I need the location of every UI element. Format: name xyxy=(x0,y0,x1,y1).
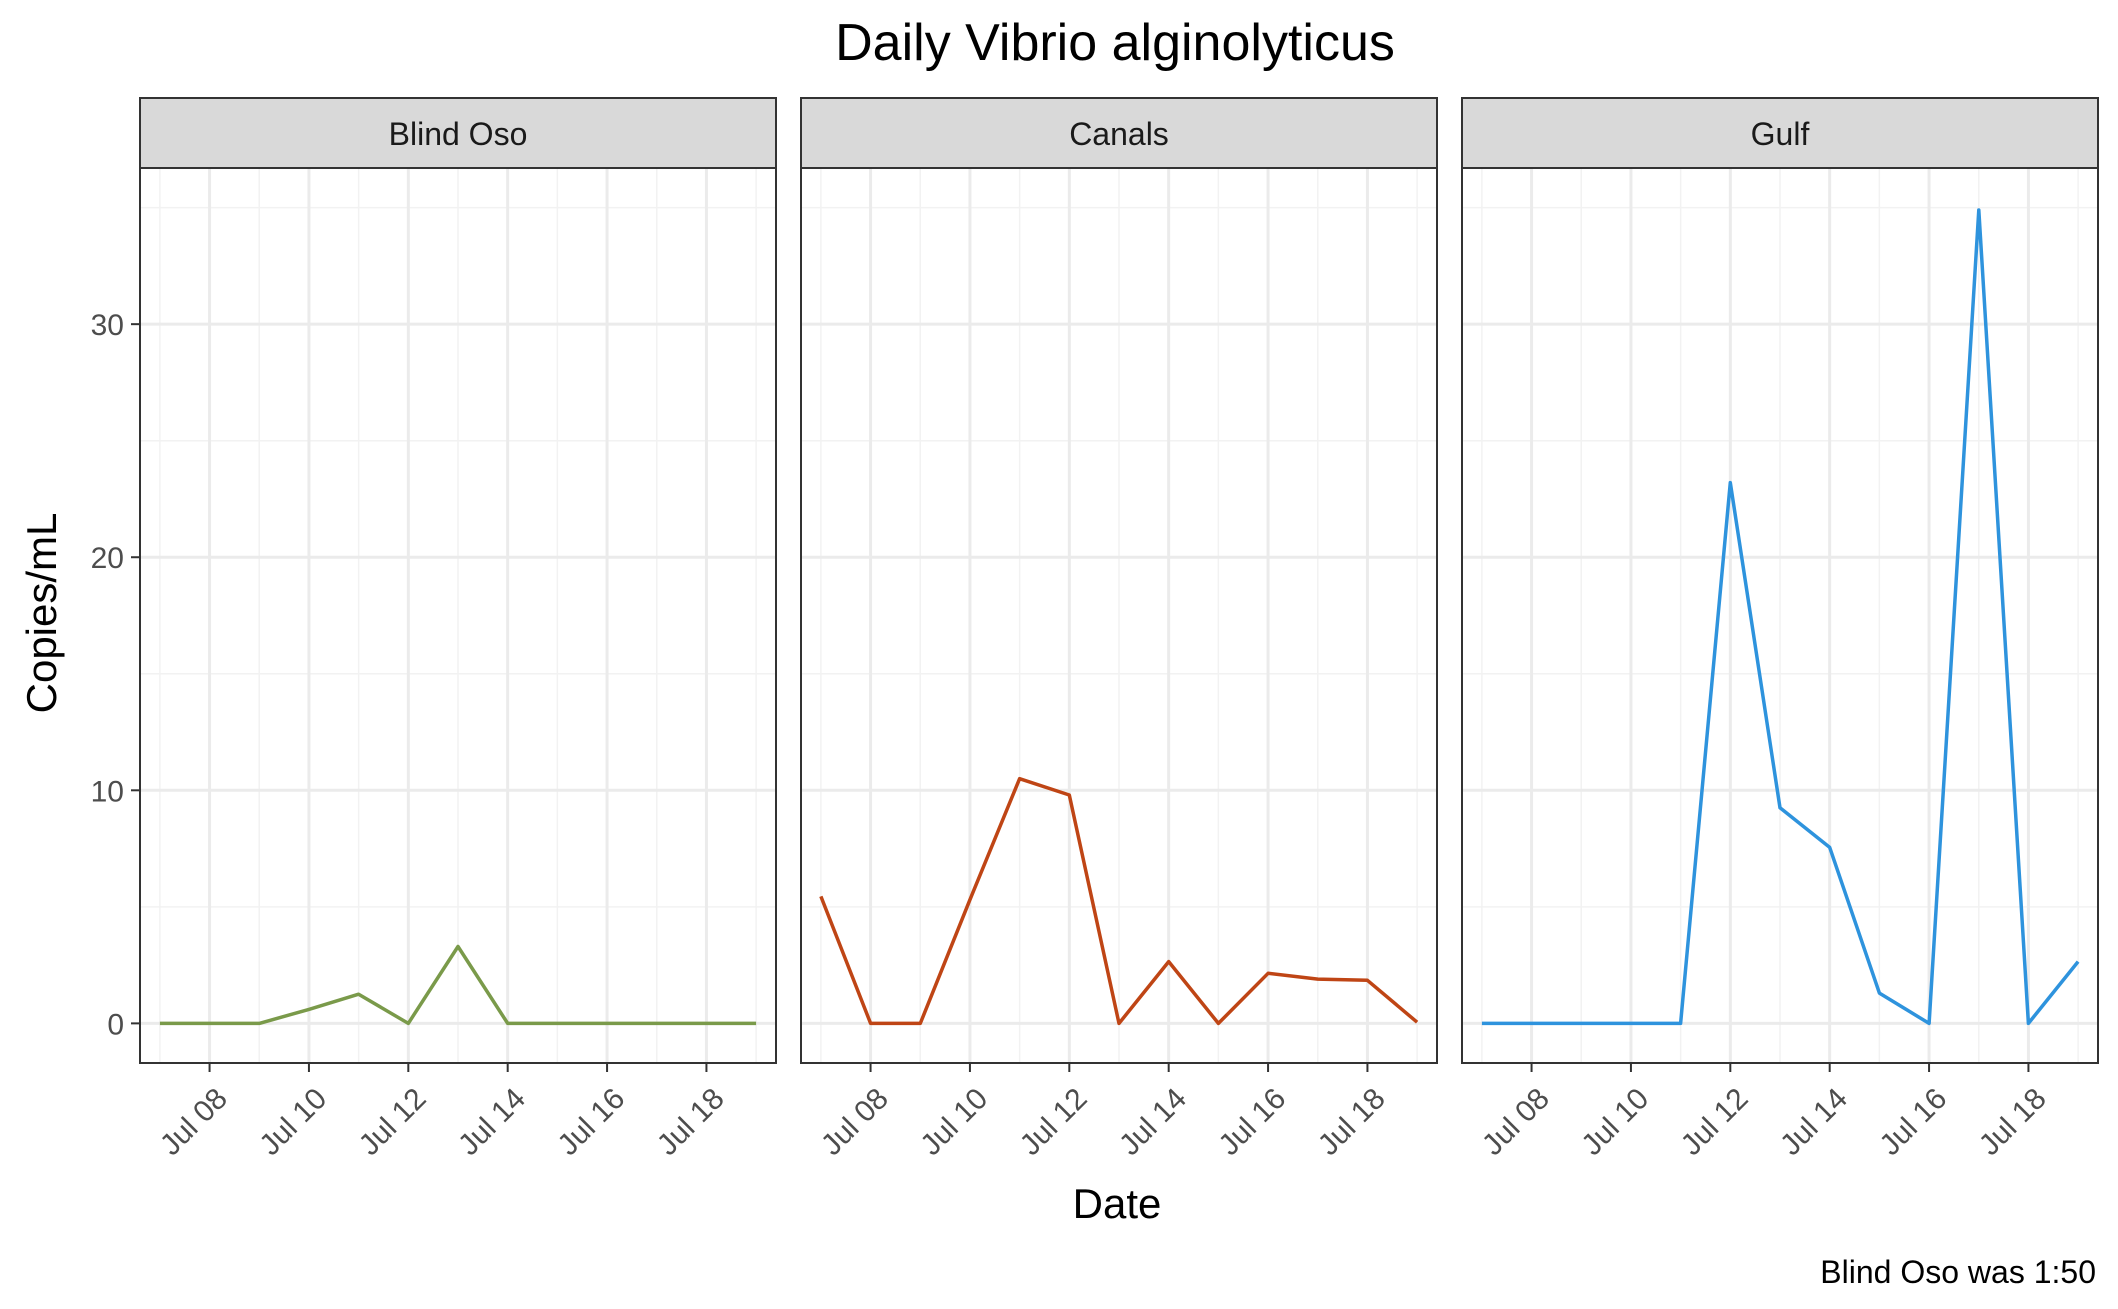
facet-strip-label: Canals xyxy=(1069,116,1169,152)
x-tick-label: Jul 10 xyxy=(1575,1082,1655,1162)
series-line xyxy=(1481,208,2080,1026)
x-tick-label: Jul 12 xyxy=(1014,1082,1094,1162)
x-tick-label: Jul 16 xyxy=(551,1082,631,1162)
chart-caption: Blind Oso was 1:50 xyxy=(1820,1254,2096,1290)
x-tick-label: Jul 08 xyxy=(815,1082,895,1162)
series-line xyxy=(819,776,1419,1026)
facet-panel-blind-oso: Blind Oso Jul 08 Jul 10 Jul 12 Jul 14 Jul 16 J… xyxy=(91,97,777,1162)
chart-title: Daily Vibrio alginolyticus xyxy=(835,14,1395,72)
facet-panel-gulf: Gulf Jul 08 Jul 10 Jul 12 Jul 14 Jul 16 Jul 18 xyxy=(1461,97,2099,1162)
x-tick-label: Jul 12 xyxy=(1675,1082,1755,1162)
x-tick-label: Jul 18 xyxy=(1312,1082,1392,1162)
x-tick-label: Jul 14 xyxy=(452,1082,532,1162)
y-tick-label: 0 xyxy=(107,1008,124,1041)
x-tick-label: Jul 10 xyxy=(253,1082,333,1162)
x-tick-label: Jul 12 xyxy=(353,1082,433,1162)
facet-strip xyxy=(800,97,1438,169)
facet-panel-canals: Canals Jul 08 Jul 10 Jul 12 Jul 14 Jul 16 Jul … xyxy=(800,97,1438,1162)
facet-strip-label: Gulf xyxy=(1751,116,1810,152)
x-tick-label: Jul 08 xyxy=(154,1082,234,1162)
x-tick-label: Jul 10 xyxy=(914,1082,994,1162)
x-tick-label: Jul 18 xyxy=(1973,1082,2053,1162)
x-axis-title: Date xyxy=(1073,1180,1162,1227)
x-tick-label: Jul 14 xyxy=(1774,1082,1854,1162)
x-tick-label: Jul 16 xyxy=(1212,1082,1292,1162)
x-tick-label: Jul 18 xyxy=(651,1082,731,1162)
y-axis-title: Copies/mL xyxy=(18,513,65,714)
facet-strip-label: Blind Oso xyxy=(389,116,528,152)
facet-strip xyxy=(1461,97,2099,169)
y-tick-label: 20 xyxy=(91,542,124,575)
y-tick-label: 30 xyxy=(91,309,124,342)
x-tick-label: Jul 08 xyxy=(1476,1082,1556,1162)
y-tick-label: 10 xyxy=(91,775,124,808)
x-tick-label: Jul 16 xyxy=(1873,1082,1953,1162)
x-tick-label: Jul 14 xyxy=(1113,1082,1193,1162)
facet-strip xyxy=(139,97,777,169)
series-line xyxy=(159,944,757,1026)
